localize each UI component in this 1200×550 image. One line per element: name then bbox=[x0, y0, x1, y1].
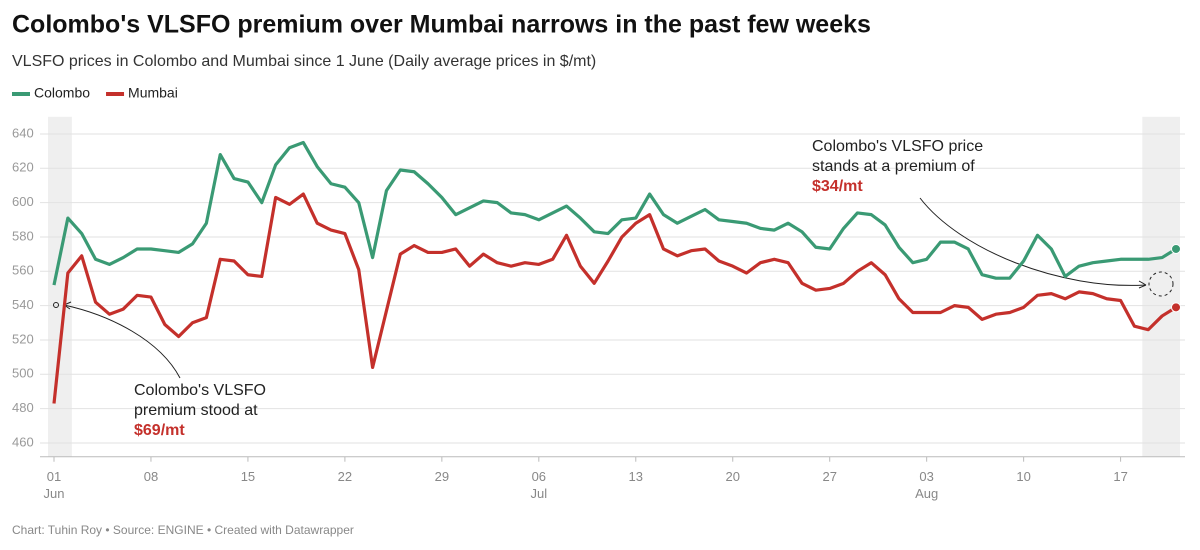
x-tick-label: 08 bbox=[143, 469, 159, 484]
y-tick-label: 480 bbox=[12, 400, 34, 415]
x-tick-label: 13 bbox=[628, 469, 643, 484]
arrow bbox=[63, 304, 181, 379]
legend: Colombo Mumbai bbox=[12, 85, 178, 101]
annotation-text: Colombo's VLSFO price bbox=[812, 138, 983, 155]
y-tick-label: 580 bbox=[12, 228, 34, 243]
annotation-marker bbox=[1148, 271, 1174, 297]
chart-title: Colombo's VLSFO premium over Mumbai narr… bbox=[12, 11, 871, 39]
legend-label: Mumbai bbox=[128, 85, 178, 101]
end-point bbox=[1171, 243, 1181, 254]
x-tick-label: 20 bbox=[725, 469, 740, 484]
footer: Chart: Tuhin Roy • Source: ENGINE • Crea… bbox=[12, 523, 354, 537]
series-line bbox=[52, 140, 1177, 286]
shaded-bands bbox=[48, 116, 1180, 457]
annotation-highlight: $34/mt bbox=[812, 178, 863, 195]
arrow bbox=[919, 197, 1147, 286]
y-tick-label: 540 bbox=[12, 297, 34, 312]
y-tick-label: 500 bbox=[12, 366, 34, 381]
y-tick-label: 560 bbox=[12, 263, 34, 278]
y-tick-label: 640 bbox=[12, 125, 34, 140]
series-line bbox=[52, 192, 1177, 404]
lines bbox=[52, 140, 1181, 404]
x-tick-label: 27 bbox=[822, 469, 837, 484]
x-tick-label: 06 Jul bbox=[530, 469, 548, 501]
x-tick-label: 17 bbox=[1113, 469, 1128, 484]
y-tick-label: 600 bbox=[12, 194, 34, 209]
shaded-band bbox=[1142, 116, 1180, 457]
end-point bbox=[1171, 302, 1181, 313]
x-tick-label: 03 Aug bbox=[915, 469, 939, 501]
x-tick-label: 10 bbox=[1016, 469, 1031, 484]
annotation-arrows bbox=[53, 197, 1174, 379]
chart-subtitle: VLSFO prices in Colombo and Mumbai since… bbox=[12, 53, 596, 70]
arrow-head bbox=[1138, 280, 1147, 289]
grid: 460 480 500 520 540 560 580 600 620 640 bbox=[12, 125, 1185, 462]
annotation-highlight: $69/mt bbox=[134, 422, 185, 439]
annotation-text: Colombo's VLSFO bbox=[134, 382, 266, 399]
shaded-band bbox=[48, 116, 72, 457]
annotations: Colombo's VLSFO premium stood at $69/mt Col… bbox=[134, 138, 983, 439]
y-tick-label: 460 bbox=[12, 434, 34, 449]
y-tick-label: 520 bbox=[12, 331, 34, 346]
x-tick-label: 22 bbox=[337, 469, 353, 484]
annotation-text: stands at a premium of bbox=[812, 158, 975, 175]
annotation-marker bbox=[53, 302, 59, 308]
x-tick-label: 29 bbox=[434, 469, 450, 484]
y-tick-label: 620 bbox=[12, 160, 34, 175]
annotation-text: premium stood at bbox=[134, 402, 258, 419]
x-tick-label: 15 bbox=[240, 469, 256, 484]
x-tick-label: 01 Jun bbox=[43, 469, 65, 501]
legend-label: Colombo bbox=[34, 85, 90, 101]
